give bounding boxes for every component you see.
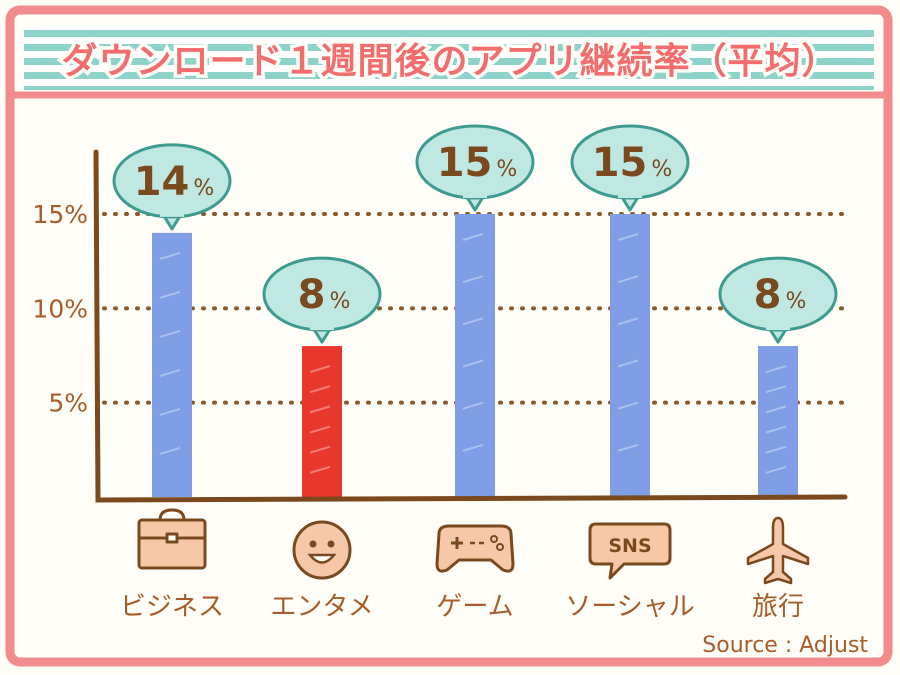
y-tick-label: 10%: [32, 294, 88, 323]
title-banner: [14, 26, 884, 99]
bar-texture: [617, 359, 639, 368]
bar: [152, 232, 192, 497]
bar-texture: [462, 317, 484, 326]
bars: [152, 214, 798, 497]
source-note: Source : Adjust: [702, 633, 868, 658]
bar-texture: [159, 447, 181, 455]
bar: [758, 346, 798, 497]
bar-texture: [765, 445, 787, 454]
category-label: ゲーム: [436, 592, 513, 622]
bar-texture: [617, 443, 639, 452]
value-bubble: 15%: [570, 124, 690, 212]
bar-texture: [159, 290, 181, 299]
bar-texture: [462, 233, 484, 241]
bar: [455, 214, 495, 497]
bar-texture: [309, 445, 331, 454]
bar-texture: [617, 317, 639, 326]
category-label: ソーシャル: [565, 592, 694, 622]
value-label: 15%: [592, 140, 673, 186]
bar: [610, 214, 650, 497]
bubble-join: [463, 190, 487, 198]
bar-texture: [765, 365, 787, 374]
bar-texture: [309, 405, 331, 414]
bar-texture: [462, 275, 484, 284]
bar-texture: [617, 275, 639, 284]
bar-texture: [462, 401, 484, 410]
value-bubble: 14%: [112, 143, 232, 231]
smiley-icon: [292, 520, 352, 580]
bubble-join: [618, 190, 642, 198]
value-bubble: 15%: [415, 124, 535, 212]
axes: [93, 149, 848, 503]
value-label: 8%: [754, 272, 807, 318]
bar-texture: [309, 425, 331, 434]
bar-texture: [462, 443, 484, 452]
y-axis-ticks: 5% 10% 15%: [32, 200, 88, 418]
bar-texture: [765, 405, 787, 414]
bar-texture: [309, 385, 331, 394]
gamepad-icon: [435, 524, 515, 573]
bar-texture: [159, 251, 181, 260]
bar-texture: [159, 407, 181, 416]
bar-texture: [159, 329, 181, 338]
chart-title: ダウンロード１週間後のアプリ継続率（平均）: [61, 41, 838, 82]
bar-texture: [765, 425, 787, 434]
airplane-icon: [746, 516, 810, 585]
svg-text:SNS: SNS: [608, 535, 651, 557]
sns-bubble-icon: SNS: [588, 522, 672, 580]
bar-texture: [309, 465, 331, 474]
value-label: 15%: [437, 140, 518, 186]
bar-texture: [159, 368, 181, 377]
bubble-join: [766, 322, 790, 331]
category-label: エンタメ: [270, 592, 373, 622]
bar: [302, 346, 342, 497]
bar-texture: [309, 365, 331, 374]
y-tick-label: 15%: [32, 200, 88, 229]
bar-texture: [617, 233, 639, 241]
bar-texture: [765, 385, 787, 394]
bar-texture: [765, 465, 787, 474]
bubble-join: [310, 322, 334, 331]
category-label: 旅行: [752, 592, 804, 622]
category-label: ビジネス: [120, 592, 224, 622]
category-labels: ビジネス エンタメ ゲーム ソーシャル 旅行: [120, 592, 804, 622]
value-label: 8%: [298, 272, 351, 318]
value-bubble: 8%: [262, 256, 382, 344]
value-bubbles: 14 % 8 % 15% 15 % 8%: [112, 124, 838, 344]
value-label: 14%: [134, 159, 215, 205]
bar-texture: [462, 359, 484, 368]
value-bubble: 8%: [718, 256, 838, 344]
bar-texture: [617, 401, 639, 410]
bubble-join: [160, 208, 184, 217]
y-tick-label: 5%: [48, 389, 88, 418]
briefcase-icon: [137, 508, 207, 570]
